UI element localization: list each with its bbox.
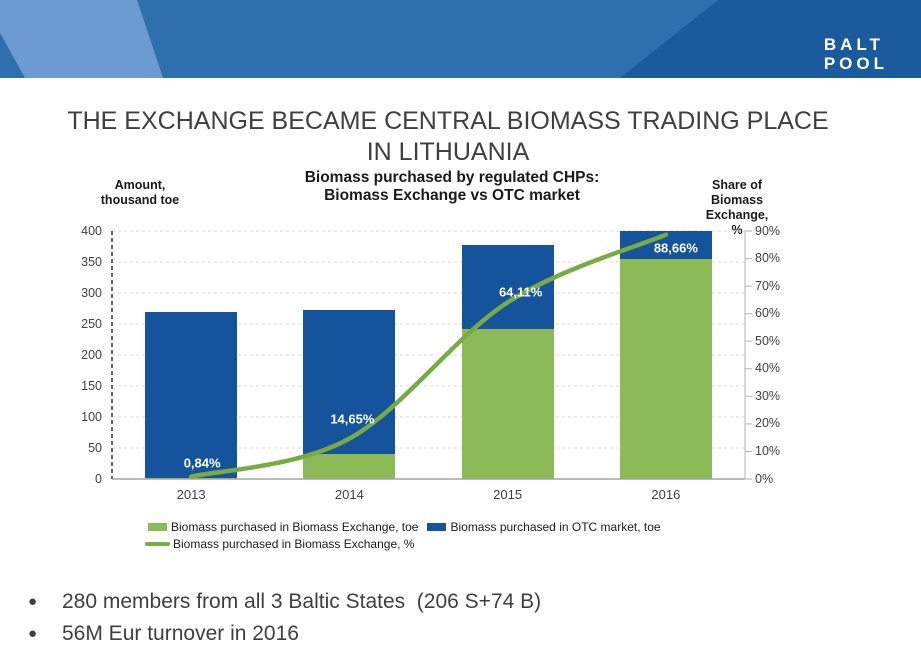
bar-segment-exchange xyxy=(145,477,238,479)
right-axis-tick-label: 50% xyxy=(755,333,781,348)
left-axis-tick-label: 400 xyxy=(81,223,102,238)
right-axis-tick-label: 30% xyxy=(755,388,781,403)
bar-segment-otc xyxy=(145,311,238,478)
left-axis-tick-label: 350 xyxy=(81,254,102,269)
right-axis-tick-label: 80% xyxy=(755,251,781,266)
bullet-item-members: ● 280 members from all 3 Baltic States (2… xyxy=(22,586,541,618)
left-axis-tick-label: 300 xyxy=(81,285,102,300)
bar-segment-exchange xyxy=(303,454,396,479)
bar-segment-exchange xyxy=(619,258,712,479)
logo-line-2: POOL xyxy=(823,54,888,73)
bar-segment-otc xyxy=(303,310,396,455)
banner-light-shape xyxy=(0,0,163,78)
bullet-list: ● 280 members from all 3 Baltic States (2… xyxy=(22,586,541,650)
right-axis-tick-label: 10% xyxy=(755,443,781,458)
data-label: 88,66% xyxy=(653,240,698,256)
left-axis-tick-label: 100 xyxy=(81,409,102,424)
legend-swatch-otc-bar xyxy=(427,523,447,531)
bullet-item-turnover: ● 56M Eur turnover in 2016 xyxy=(22,618,541,650)
baltpool-logo: BALT POOL xyxy=(824,35,888,73)
left-axis-title: Amount, thousand toe xyxy=(100,178,180,207)
bullet-dot: ● xyxy=(28,593,38,610)
right-axis-tick-label: 0% xyxy=(755,471,774,486)
right-axis-tick-label: 40% xyxy=(755,361,781,376)
slide-title: THE EXCHANGE BECAME CENTRAL BIOMASS TRAD… xyxy=(38,106,858,168)
left-axis-tick-label: 0 xyxy=(95,471,102,486)
left-axis-tick-label: 150 xyxy=(81,378,102,393)
right-axis-title: Share of Biomass Exchange, % xyxy=(705,178,769,237)
left-axis-tick-label: 250 xyxy=(81,316,102,331)
percent-line-path xyxy=(188,232,669,479)
slide-title-line-1: THE EXCHANGE BECAME CENTRAL BIOMASS TRAD… xyxy=(67,107,829,135)
slide-title-line-2: IN LITHUANIA xyxy=(366,138,530,166)
right-axis-tick-label: 20% xyxy=(755,416,781,431)
chart-legend-row-1: Biomass purchased in Biomass Exchange, t… xyxy=(148,520,661,534)
legend-swatch-percent-line xyxy=(145,542,170,546)
chart-title: Biomass purchased by regulated CHPs: Bio… xyxy=(252,169,652,205)
data-label: 64,11% xyxy=(498,284,543,300)
chart-title-line-2: Biomass Exchange vs OTC market xyxy=(324,187,580,204)
left-axis-tick-label: 200 xyxy=(81,347,102,362)
chart-title-line-1: Biomass purchased by regulated CHPs: xyxy=(304,169,600,186)
bullet-dot: ● xyxy=(28,625,38,642)
x-axis-label: 2016 xyxy=(651,487,681,502)
chart-legend-row-2: Biomass purchased in Biomass Exchange, % xyxy=(145,537,414,551)
legend-label-otc-bar: Biomass purchased in OTC market, toe xyxy=(450,520,661,534)
x-axis-label: 2013 xyxy=(176,487,206,502)
x-axis-label: 2014 xyxy=(334,487,364,502)
header-banner xyxy=(0,0,921,78)
right-axis-tick-label: 60% xyxy=(755,306,781,321)
legend-label-exchange-bar: Biomass purchased in Biomass Exchange, t… xyxy=(171,520,419,534)
legend-swatch-exchange-bar xyxy=(148,523,167,531)
data-label: 14,65% xyxy=(330,411,375,427)
left-axis-tick-label: 50 xyxy=(88,440,102,455)
logo-line-1: BALT xyxy=(823,35,884,54)
bar-segment-exchange xyxy=(461,328,554,479)
data-label: 0,84% xyxy=(183,455,221,471)
bar-segment-otc xyxy=(461,244,554,329)
legend-label-percent-line: Biomass purchased in Biomass Exchange, % xyxy=(173,537,415,551)
x-axis-label: 2015 xyxy=(493,487,523,502)
right-axis-tick-label: 70% xyxy=(755,278,781,293)
